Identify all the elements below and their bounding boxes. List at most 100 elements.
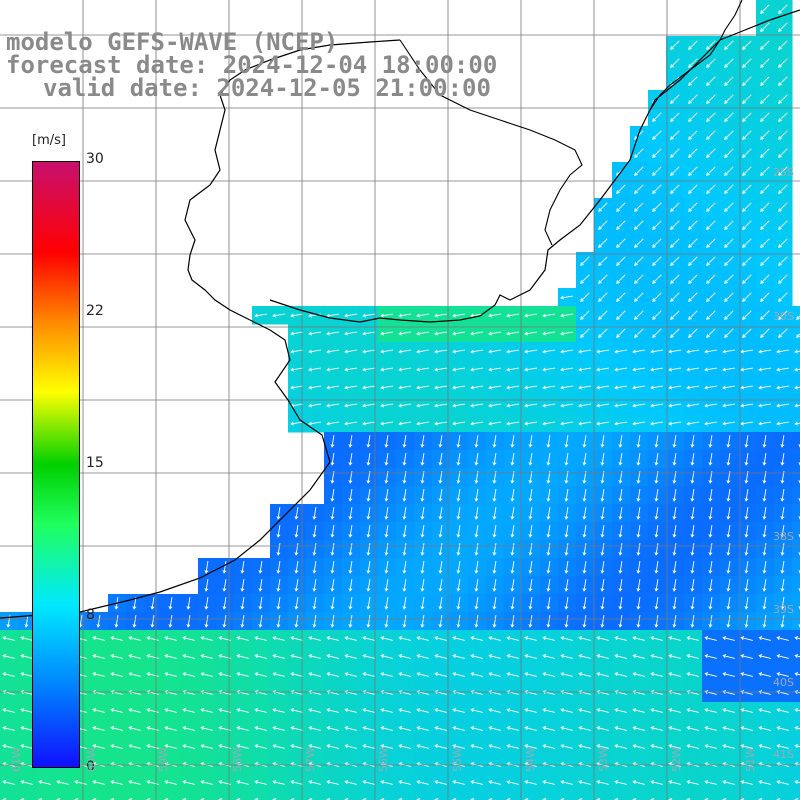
- wind-arrow-head: [688, 64, 692, 68]
- wind-arrow-head: [218, 654, 223, 659]
- wind-arrow: [616, 256, 626, 266]
- wind-arrow: [403, 543, 407, 555]
- wind-arrow: [637, 525, 641, 537]
- wind-cell: [792, 432, 800, 451]
- wind-arrow: [759, 655, 771, 659]
- wind-arrow-head: [650, 636, 655, 641]
- wind-arrow: [778, 22, 788, 32]
- wind-arrow: [453, 367, 465, 371]
- wind-arrow-head: [618, 497, 623, 502]
- wind-arrow: [781, 615, 785, 627]
- wind-arrow-head: [578, 385, 583, 390]
- wind-arrow-head: [470, 708, 475, 713]
- wind-arrow-head: [470, 744, 475, 749]
- wind-arrow: [327, 313, 339, 317]
- wind-arrow-head: [474, 461, 479, 466]
- wind-arrow: [673, 525, 677, 537]
- wind-arrow-head: [742, 262, 746, 266]
- wind-arrow-head: [650, 367, 655, 372]
- wind-arrow: [778, 184, 788, 194]
- wind-arrow: [673, 507, 677, 519]
- wind-arrow: [543, 331, 555, 335]
- wind-arrow-head: [796, 316, 800, 320]
- wind-arrow-head: [524, 367, 529, 372]
- wind-arrow: [778, 238, 788, 248]
- wind-arrow-head: [616, 316, 620, 320]
- wind-arrow-head: [688, 316, 692, 320]
- wind-arrow: [597, 349, 609, 353]
- wind-arrow: [634, 256, 644, 266]
- wind-arrow: [385, 489, 389, 501]
- wind-arrow: [673, 453, 677, 465]
- wind-arrow: [255, 313, 267, 317]
- wind-arrow-head: [92, 654, 97, 659]
- wind-arrow-head: [362, 403, 367, 408]
- wind-arrow-head: [398, 690, 403, 695]
- wind-arrow: [759, 367, 771, 371]
- wind-arrow-head: [506, 403, 511, 408]
- wind-arrow: [724, 130, 734, 140]
- wind-arrow: [597, 367, 609, 371]
- wind-arrow-head: [560, 726, 565, 731]
- wind-arrow: [760, 274, 770, 284]
- wind-cell: [792, 792, 800, 800]
- wind-arrow: [598, 202, 608, 212]
- wind-arrow-head: [434, 313, 439, 318]
- wind-arrow: [687, 781, 699, 785]
- wind-arrow-head: [672, 461, 677, 466]
- wind-arrow: [327, 403, 339, 407]
- wind-arrow: [291, 709, 303, 713]
- wind-arrow: [741, 637, 753, 641]
- wind-arrow-head: [258, 587, 263, 592]
- wind-arrow: [345, 745, 357, 749]
- wind-arrow: [580, 274, 590, 284]
- wind-arrow-head: [616, 298, 620, 302]
- wind-arrow: [547, 435, 551, 447]
- wind-arrow: [417, 385, 429, 389]
- wind-arrow-head: [740, 744, 745, 749]
- wind-arrow-head: [776, 367, 781, 372]
- wind-arrow: [277, 579, 281, 591]
- wind-arrow-head: [654, 497, 659, 502]
- wind-arrow-head: [598, 244, 602, 248]
- wind-arrow: [439, 435, 443, 447]
- wind-arrow-head: [110, 780, 115, 785]
- wind-arrow-head: [598, 226, 602, 230]
- wind-arrow: [309, 781, 321, 785]
- wind-arrow: [727, 543, 731, 555]
- lon-label: 57W: [304, 747, 317, 772]
- wind-arrow-head: [596, 421, 601, 426]
- wind-arrow: [688, 202, 698, 212]
- wind-arrow: [634, 202, 644, 212]
- wind-arrow-head: [724, 136, 728, 140]
- wind-arrow-head: [686, 421, 691, 426]
- wind-arrow-head: [240, 623, 245, 628]
- wind-arrow: [435, 637, 447, 641]
- wind-arrow: [759, 727, 771, 731]
- wind-arrow-head: [506, 349, 511, 354]
- wind-arrow-head: [600, 569, 605, 574]
- wind-arrow: [471, 349, 483, 353]
- wind-arrow-head: [326, 744, 331, 749]
- wind-arrow: [615, 781, 627, 785]
- wind-arrow-head: [420, 569, 425, 574]
- wind-arrow-head: [344, 636, 349, 641]
- wind-arrow-head: [524, 726, 529, 731]
- wind-arrow: [403, 561, 407, 573]
- wind-arrow-head: [114, 623, 119, 628]
- wind-arrow: [435, 349, 447, 353]
- wind-arrow: [529, 489, 533, 501]
- wind-arrow-head: [434, 744, 439, 749]
- wind-arrow: [670, 166, 680, 176]
- wind-arrow-head: [402, 533, 407, 538]
- wind-arrow: [399, 655, 411, 659]
- wind-arrow: [439, 489, 443, 501]
- wind-arrow: [634, 130, 644, 140]
- wind-arrow-head: [146, 636, 151, 641]
- wind-arrow: [507, 655, 519, 659]
- wind-arrow-head: [672, 569, 677, 574]
- wind-arrow: [511, 615, 515, 627]
- wind-arrow-head: [330, 587, 335, 592]
- wind-arrow: [759, 781, 771, 785]
